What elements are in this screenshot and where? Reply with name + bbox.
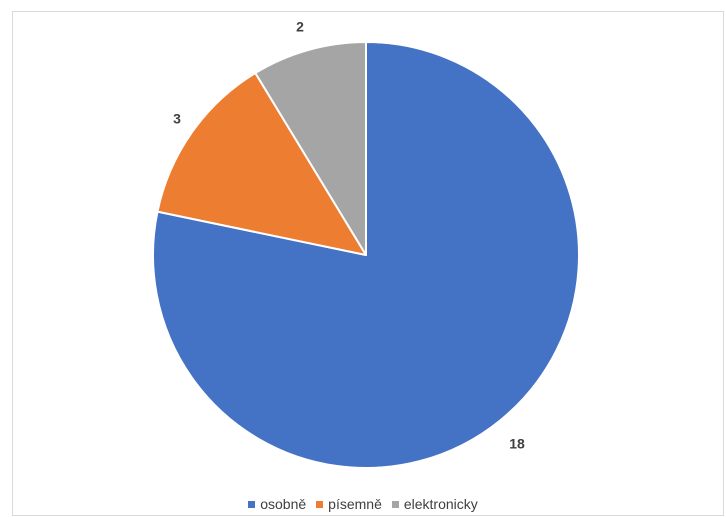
data-label-písemně: 3 bbox=[173, 111, 181, 127]
pie-slice-elektronicky bbox=[254, 41, 367, 256]
legend-item-písemně: písemně bbox=[316, 496, 382, 512]
data-label-elektronicky: 2 bbox=[296, 19, 304, 35]
legend-swatch bbox=[391, 500, 399, 508]
pie-slices bbox=[152, 41, 580, 469]
pie-slice-písemně bbox=[156, 72, 367, 256]
chart-legend: osobně písemně elektronicky bbox=[0, 496, 726, 512]
legend-label: osobně bbox=[260, 496, 307, 512]
legend-item-osobně: osobně bbox=[248, 496, 306, 512]
legend-swatch bbox=[316, 500, 324, 508]
legend-label: písemně bbox=[328, 496, 382, 512]
legend-item-elektronicky: elektronicky bbox=[391, 496, 478, 512]
data-label-osobně: 18 bbox=[509, 436, 525, 452]
legend-swatch bbox=[248, 500, 256, 508]
legend-label: elektronicky bbox=[403, 496, 478, 512]
